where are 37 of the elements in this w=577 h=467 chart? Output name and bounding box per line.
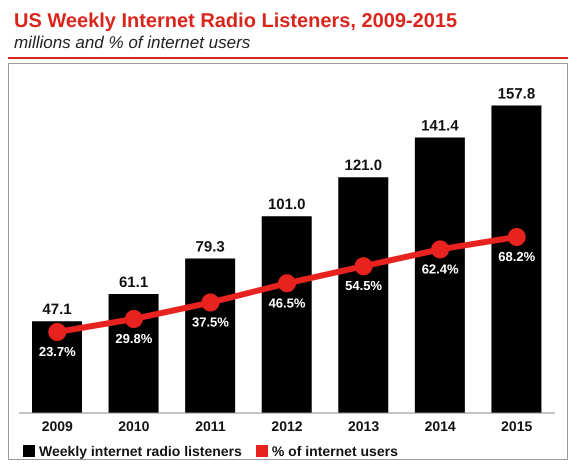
bar <box>491 106 542 413</box>
data-label: 68.2% <box>498 248 536 264</box>
chart-subtitle: millions and % of internet users <box>8 33 568 59</box>
point <box>48 323 66 342</box>
data-label: 62.4% <box>422 261 460 276</box>
bar <box>262 216 312 413</box>
data-label: 141.4 <box>421 117 460 134</box>
x-tick-label: 2015 <box>501 418 532 434</box>
point <box>431 240 450 258</box>
point <box>278 274 296 292</box>
data-label: 101.0 <box>268 196 306 214</box>
data-label: 157.8 <box>498 86 536 103</box>
point <box>124 310 143 328</box>
data-label: 29.8% <box>115 330 153 346</box>
x-tick-label: 2011 <box>195 418 226 434</box>
bar <box>414 137 465 413</box>
data-label: 79.3 <box>196 238 225 256</box>
x-tick-label: 2013 <box>348 418 380 434</box>
legend-label: % of internet users <box>270 443 398 459</box>
data-label: 23.7% <box>38 344 76 360</box>
chart-title: US Weekly Internet Radio Listeners, 2009-2015 <box>13 9 458 33</box>
data-label: 54.5% <box>345 278 382 294</box>
data-label: 61.1 <box>118 274 148 291</box>
x-tick-label: 2010 <box>118 418 150 434</box>
x-tick-label: 2014 <box>424 418 456 434</box>
point <box>201 294 220 312</box>
point <box>508 228 526 246</box>
data-label: 121.0 <box>344 157 382 174</box>
bar <box>338 177 388 413</box>
legend-label: Weekly internet radio listeners <box>38 443 242 459</box>
point <box>354 257 373 276</box>
bar <box>185 258 236 413</box>
x-tick-label: 2012 <box>271 418 303 434</box>
x-tick-label: 2009 <box>42 418 74 434</box>
data-label: 37.5% <box>192 314 230 330</box>
data-label: 47.1 <box>42 301 72 318</box>
data-label: 46.5% <box>268 295 306 310</box>
